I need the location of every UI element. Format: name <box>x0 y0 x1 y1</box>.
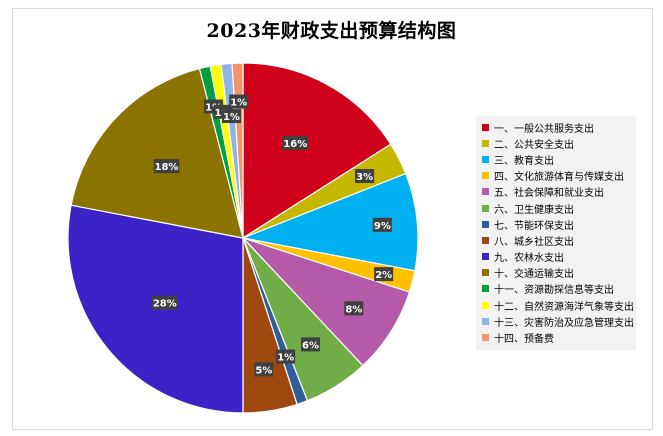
legend-item: 十、交通运输支出 <box>482 265 636 281</box>
legend-swatch <box>482 220 489 228</box>
legend-label: 十二、自然资源海洋气象等支出 <box>494 301 634 313</box>
data-label: 1% <box>277 353 294 364</box>
legend: 一、一般公共服务支出 二、公共安全支出 三、教育支出四、文化旅游体育与传媒支出 五、社… <box>476 116 636 350</box>
legend-swatch <box>482 204 489 212</box>
data-label: 9% <box>374 221 391 232</box>
pie-slices <box>67 62 419 414</box>
legend-item: 十四、预备费 <box>482 329 636 345</box>
data-label: 28% <box>153 299 177 310</box>
data-label: 3% <box>356 172 373 183</box>
legend-swatch <box>482 317 489 325</box>
pie-slice <box>242 62 392 240</box>
data-label-box <box>374 267 394 282</box>
legend-label: 八、城乡社区支出 <box>494 236 574 248</box>
data-label-box <box>221 109 241 124</box>
legend-item: 三、教育支出 <box>482 151 636 167</box>
legend-swatch <box>482 301 489 309</box>
data-label: 5% <box>255 365 272 376</box>
legend-label: 七、节能环保支出 <box>494 220 574 232</box>
legend-label: 二、公共安全支出 <box>494 139 574 151</box>
legend-swatch <box>482 236 489 244</box>
data-label-box <box>355 169 375 184</box>
legend-label: 十一、资源勘探信息等支出 <box>494 285 614 297</box>
legend-swatch <box>482 285 489 293</box>
legend-label: 十四、预备费 <box>494 334 554 346</box>
data-label-box <box>344 301 364 316</box>
data-label-box <box>276 349 296 364</box>
data-label: 16% <box>283 139 307 150</box>
legend-item: 四、文化旅游体育与传媒支出 <box>482 168 636 184</box>
data-label-box <box>229 94 249 109</box>
legend-item: 十三、灾害防治及应急管理支出 <box>482 313 636 329</box>
data-label: 18% <box>154 162 178 173</box>
pie-slice <box>240 172 419 272</box>
data-label-box <box>254 362 274 377</box>
data-label-box <box>153 159 180 174</box>
legend-label: 一、一般公共服务支出 <box>494 123 594 135</box>
legend-swatch <box>482 269 489 277</box>
data-label: 8% <box>345 304 362 315</box>
legend-swatch <box>482 123 489 131</box>
data-label: 1% <box>230 98 247 109</box>
data-label-box <box>152 295 178 310</box>
legend-label: 四、文化旅游体育与传媒支出 <box>494 172 624 184</box>
legend-item: 九、农林水支出 <box>482 249 636 265</box>
data-label: 2% <box>375 270 392 281</box>
legend-label: 五、社会保障和就业支出 <box>494 188 604 200</box>
legend-swatch <box>482 188 489 196</box>
legend-swatch <box>482 334 489 342</box>
legend-swatch <box>482 172 489 180</box>
data-label-box <box>372 217 392 232</box>
legend-item: 一、一般公共服务支出 <box>482 119 636 135</box>
legend-item: 二、公共安全支出 <box>482 135 636 151</box>
legend-label: 十、交通运输支出 <box>494 269 574 281</box>
legend-item: 六、卫生健康支出 <box>482 200 636 216</box>
legend-swatch <box>482 253 489 261</box>
chart-title: 2023年财政支出预算结构图 <box>206 20 457 42</box>
legend-item: 八、城乡社区支出 <box>482 232 636 248</box>
legend-item: 七、节能环保支出 <box>482 216 636 232</box>
legend-label: 三、教育支出 <box>494 155 554 167</box>
legend-item: 五、社会保障和就业支出 <box>482 184 636 200</box>
data-label: 1% <box>223 112 240 123</box>
data-labels: 16%3%9%2%8%6%1%5%28%18%1%1%1%1% <box>152 94 394 377</box>
pie-slice <box>70 67 244 239</box>
data-label: 6% <box>302 340 319 351</box>
legend-item: 十一、资源勘探信息等支出 <box>482 281 636 297</box>
legend-swatch <box>482 155 489 163</box>
legend-label: 六、卫生健康支出 <box>494 204 574 216</box>
legend-label: 九、农林水支出 <box>494 253 564 265</box>
legend-label: 十三、灾害防治及应急管理支出 <box>494 317 634 329</box>
data-label-box <box>282 135 309 150</box>
legend-swatch <box>482 139 489 147</box>
data-label-box <box>301 337 321 352</box>
legend-item: 十二、自然资源海洋气象等支出 <box>482 297 636 313</box>
